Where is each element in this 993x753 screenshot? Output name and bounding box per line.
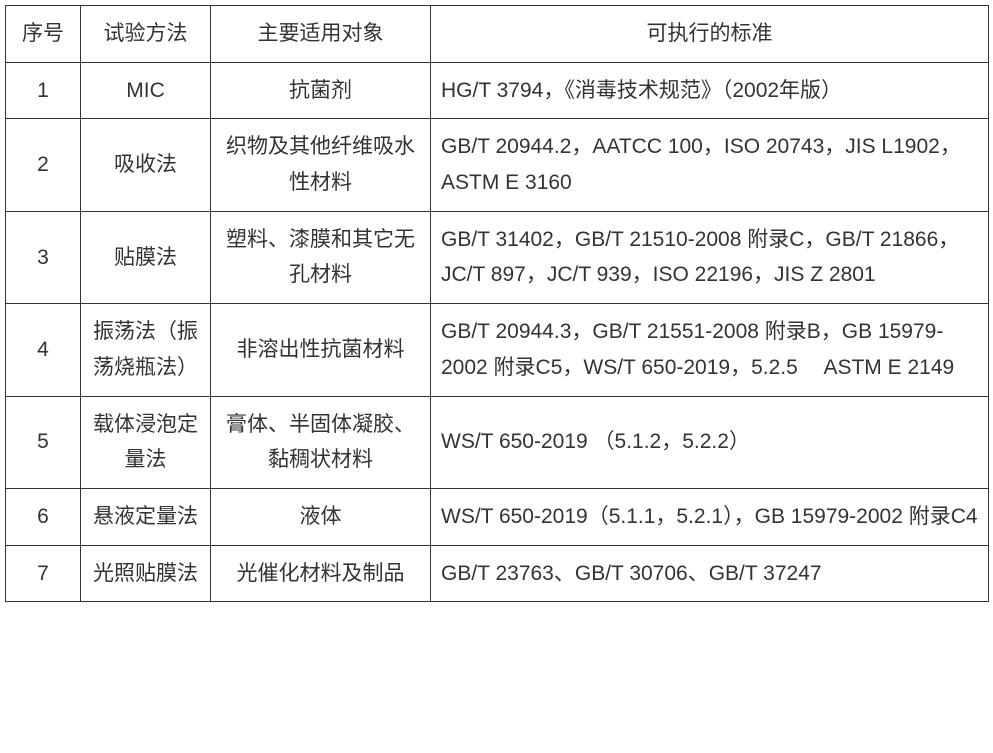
cell-no: 5 <box>6 396 81 488</box>
cell-method: 吸收法 <box>81 119 211 211</box>
cell-no: 7 <box>6 545 81 602</box>
cell-target: 非溶出性抗菌材料 <box>211 304 431 396</box>
table-header-row: 序号 试验方法 主要适用对象 可执行的标准 <box>6 6 989 63</box>
cell-target: 光催化材料及制品 <box>211 545 431 602</box>
cell-standard: WS/T 650-2019 （5.1.2，5.2.2） <box>431 396 989 488</box>
cell-standard: GB/T 23763、GB/T 30706、GB/T 37247 <box>431 545 989 602</box>
table-row: 6 悬液定量法 液体 WS/T 650-2019（5.1.1，5.2.1），GB… <box>6 488 989 545</box>
cell-target: 织物及其他纤维吸水性材料 <box>211 119 431 211</box>
cell-standard: GB/T 31402，GB/T 21510-2008 附录C，GB/T 2186… <box>431 211 989 303</box>
cell-standard: GB/T 20944.2，AATCC 100，ISO 20743，JIS L19… <box>431 119 989 211</box>
cell-no: 2 <box>6 119 81 211</box>
header-no: 序号 <box>6 6 81 63</box>
cell-standard: WS/T 650-2019（5.1.1，5.2.1），GB 15979-2002… <box>431 488 989 545</box>
header-standard: 可执行的标准 <box>431 6 989 63</box>
cell-method: MIC <box>81 62 211 119</box>
cell-target: 抗菌剂 <box>211 62 431 119</box>
table-row: 2 吸收法 织物及其他纤维吸水性材料 GB/T 20944.2，AATCC 10… <box>6 119 989 211</box>
table-row: 4 振荡法（振荡烧瓶法） 非溶出性抗菌材料 GB/T 20944.3，GB/T … <box>6 304 989 396</box>
cell-no: 1 <box>6 62 81 119</box>
table-row: 5 载体浸泡定量法 膏体、半固体凝胶、黏稠状材料 WS/T 650-2019 （… <box>6 396 989 488</box>
cell-target: 塑料、漆膜和其它无孔材料 <box>211 211 431 303</box>
cell-standard: HG/T 3794，《消毒技术规范》（2002年版） <box>431 62 989 119</box>
cell-target: 液体 <box>211 488 431 545</box>
cell-no: 4 <box>6 304 81 396</box>
cell-method: 悬液定量法 <box>81 488 211 545</box>
cell-method: 光照贴膜法 <box>81 545 211 602</box>
header-method: 试验方法 <box>81 6 211 63</box>
table-row: 3 贴膜法 塑料、漆膜和其它无孔材料 GB/T 31402，GB/T 21510… <box>6 211 989 303</box>
cell-no: 6 <box>6 488 81 545</box>
header-target: 主要适用对象 <box>211 6 431 63</box>
cell-target: 膏体、半固体凝胶、黏稠状材料 <box>211 396 431 488</box>
table-row: 1 MIC 抗菌剂 HG/T 3794，《消毒技术规范》（2002年版） <box>6 62 989 119</box>
cell-method: 贴膜法 <box>81 211 211 303</box>
table-row: 7 光照贴膜法 光催化材料及制品 GB/T 23763、GB/T 30706、G… <box>6 545 989 602</box>
standards-table: 序号 试验方法 主要适用对象 可执行的标准 1 MIC 抗菌剂 HG/T 379… <box>5 5 989 602</box>
cell-standard: GB/T 20944.3，GB/T 21551-2008 附录B，GB 1597… <box>431 304 989 396</box>
cell-method: 振荡法（振荡烧瓶法） <box>81 304 211 396</box>
cell-no: 3 <box>6 211 81 303</box>
cell-method: 载体浸泡定量法 <box>81 396 211 488</box>
